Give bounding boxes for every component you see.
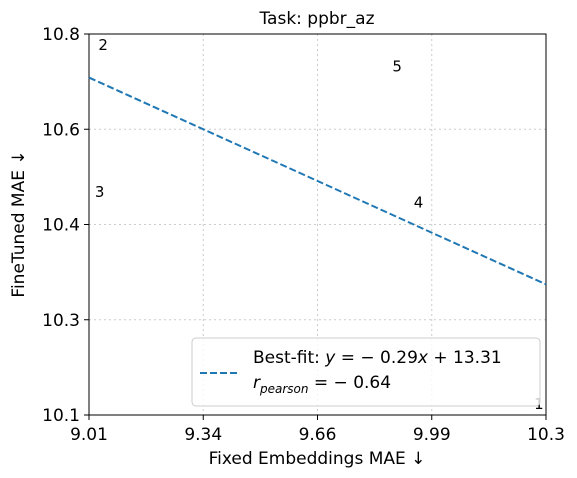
point-label: 3 [95,183,105,201]
y-tick-label: 10.1 [42,406,80,426]
legend-r-rest: = − 0.64 [309,373,392,393]
x-axis-label: Fixed Embeddings MAE ↓ [209,449,426,469]
y-tick-label: 10.8 [42,25,80,45]
legend-eq-y: y [324,348,336,368]
point-label: 5 [392,58,402,76]
x-tick-labels: 9.01 9.34 9.66 9.99 10.3 [70,425,565,445]
y-tick-label: 10.4 [42,216,80,236]
y-axis-label: FineTuned MAE ↓ [9,150,29,297]
x-tick-label: 10.3 [527,425,565,445]
y-tick-label: 10.3 [42,311,80,331]
y-tick-labels: 10.1 10.3 10.4 10.6 10.8 [42,25,80,426]
legend-fit-text: Best-fit: y = − 0.29x + 13.31 [253,348,502,368]
legend-eq-const: + 13.31 [428,348,502,368]
legend-eq-rest: = − 0.29 [335,348,418,368]
grid [89,34,546,415]
legend-r-sub: pearson [259,382,309,396]
legend-fit-prefix: Best-fit: [253,348,325,368]
x-tick-label: 9.01 [70,425,108,445]
x-tick-label: 9.66 [299,425,337,445]
chart-title: Task: ppbr_az [258,9,374,29]
axis-ticks [84,33,547,420]
x-tick-label: 9.34 [184,425,222,445]
best-fit-line [88,76,547,286]
legend: Best-fit: y = − 0.29x + 13.31 rpearson =… [191,337,541,407]
legend-r-text: rpearson = − 0.64 [253,373,391,396]
x-tick-label: 9.99 [413,425,451,445]
point-label: 2 [98,36,108,54]
legend-eq-x: x [417,348,429,368]
point-label: 4 [414,194,424,212]
y-tick-label: 10.6 [42,120,80,140]
legend-box [191,337,541,407]
legend-r-main: r [253,373,261,393]
